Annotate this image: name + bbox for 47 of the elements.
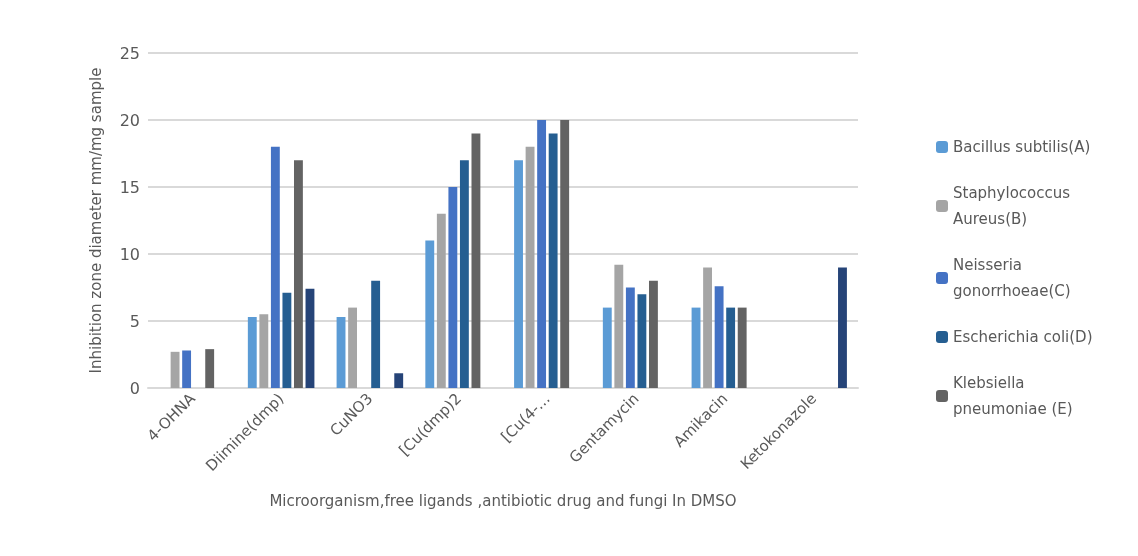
bar (737, 307, 747, 388)
bar (726, 307, 736, 388)
bar (348, 307, 358, 388)
bar (703, 267, 713, 388)
bar (614, 264, 624, 388)
bar (560, 120, 570, 388)
bar (514, 160, 523, 388)
bar (602, 307, 612, 388)
y-tick-label: 10 (119, 244, 140, 264)
bar (471, 133, 481, 388)
bar (691, 307, 701, 388)
y-tick-label: 0 (129, 378, 140, 398)
bar (270, 146, 280, 388)
bar (537, 120, 547, 388)
legend-label: Bacillus subtilis(A) (953, 138, 1091, 156)
bar (247, 316, 257, 388)
bar (425, 240, 435, 388)
bar (305, 288, 315, 388)
bar (371, 280, 381, 388)
bar (525, 146, 535, 388)
bar (282, 292, 292, 388)
bar (637, 294, 647, 388)
bar (648, 280, 658, 388)
bar (714, 286, 724, 388)
y-tick-label: 20 (119, 110, 140, 130)
y-tick-label: 15 (119, 177, 140, 197)
legend-label: Staphylococcus Aureus(B) (953, 184, 1075, 228)
bar (548, 133, 558, 388)
bar (293, 160, 303, 388)
y-tick-label: 25 (119, 43, 140, 63)
bar (625, 287, 635, 388)
bar (259, 314, 269, 388)
bar (182, 350, 192, 388)
bar (459, 160, 469, 388)
bar (436, 213, 446, 388)
y-axis-title: Inhibition zone diameter mm/mg sample (86, 67, 105, 374)
legend-label: Klebsiella pneumoniae (E) (953, 374, 1073, 418)
bar (448, 187, 458, 388)
legend-label: Escherichia coli(D) (953, 328, 1093, 346)
x-axis-title: Microorganism,free ligands ,antibiotic drug and fungi In DMSO (269, 491, 737, 510)
bar (394, 373, 404, 388)
bar (838, 267, 847, 388)
legend-label: Neisseria gonorrhoeae(C) (953, 256, 1071, 300)
bar (336, 316, 346, 388)
bar (205, 349, 215, 388)
y-tick-label: 5 (129, 311, 140, 331)
bar (170, 351, 180, 388)
